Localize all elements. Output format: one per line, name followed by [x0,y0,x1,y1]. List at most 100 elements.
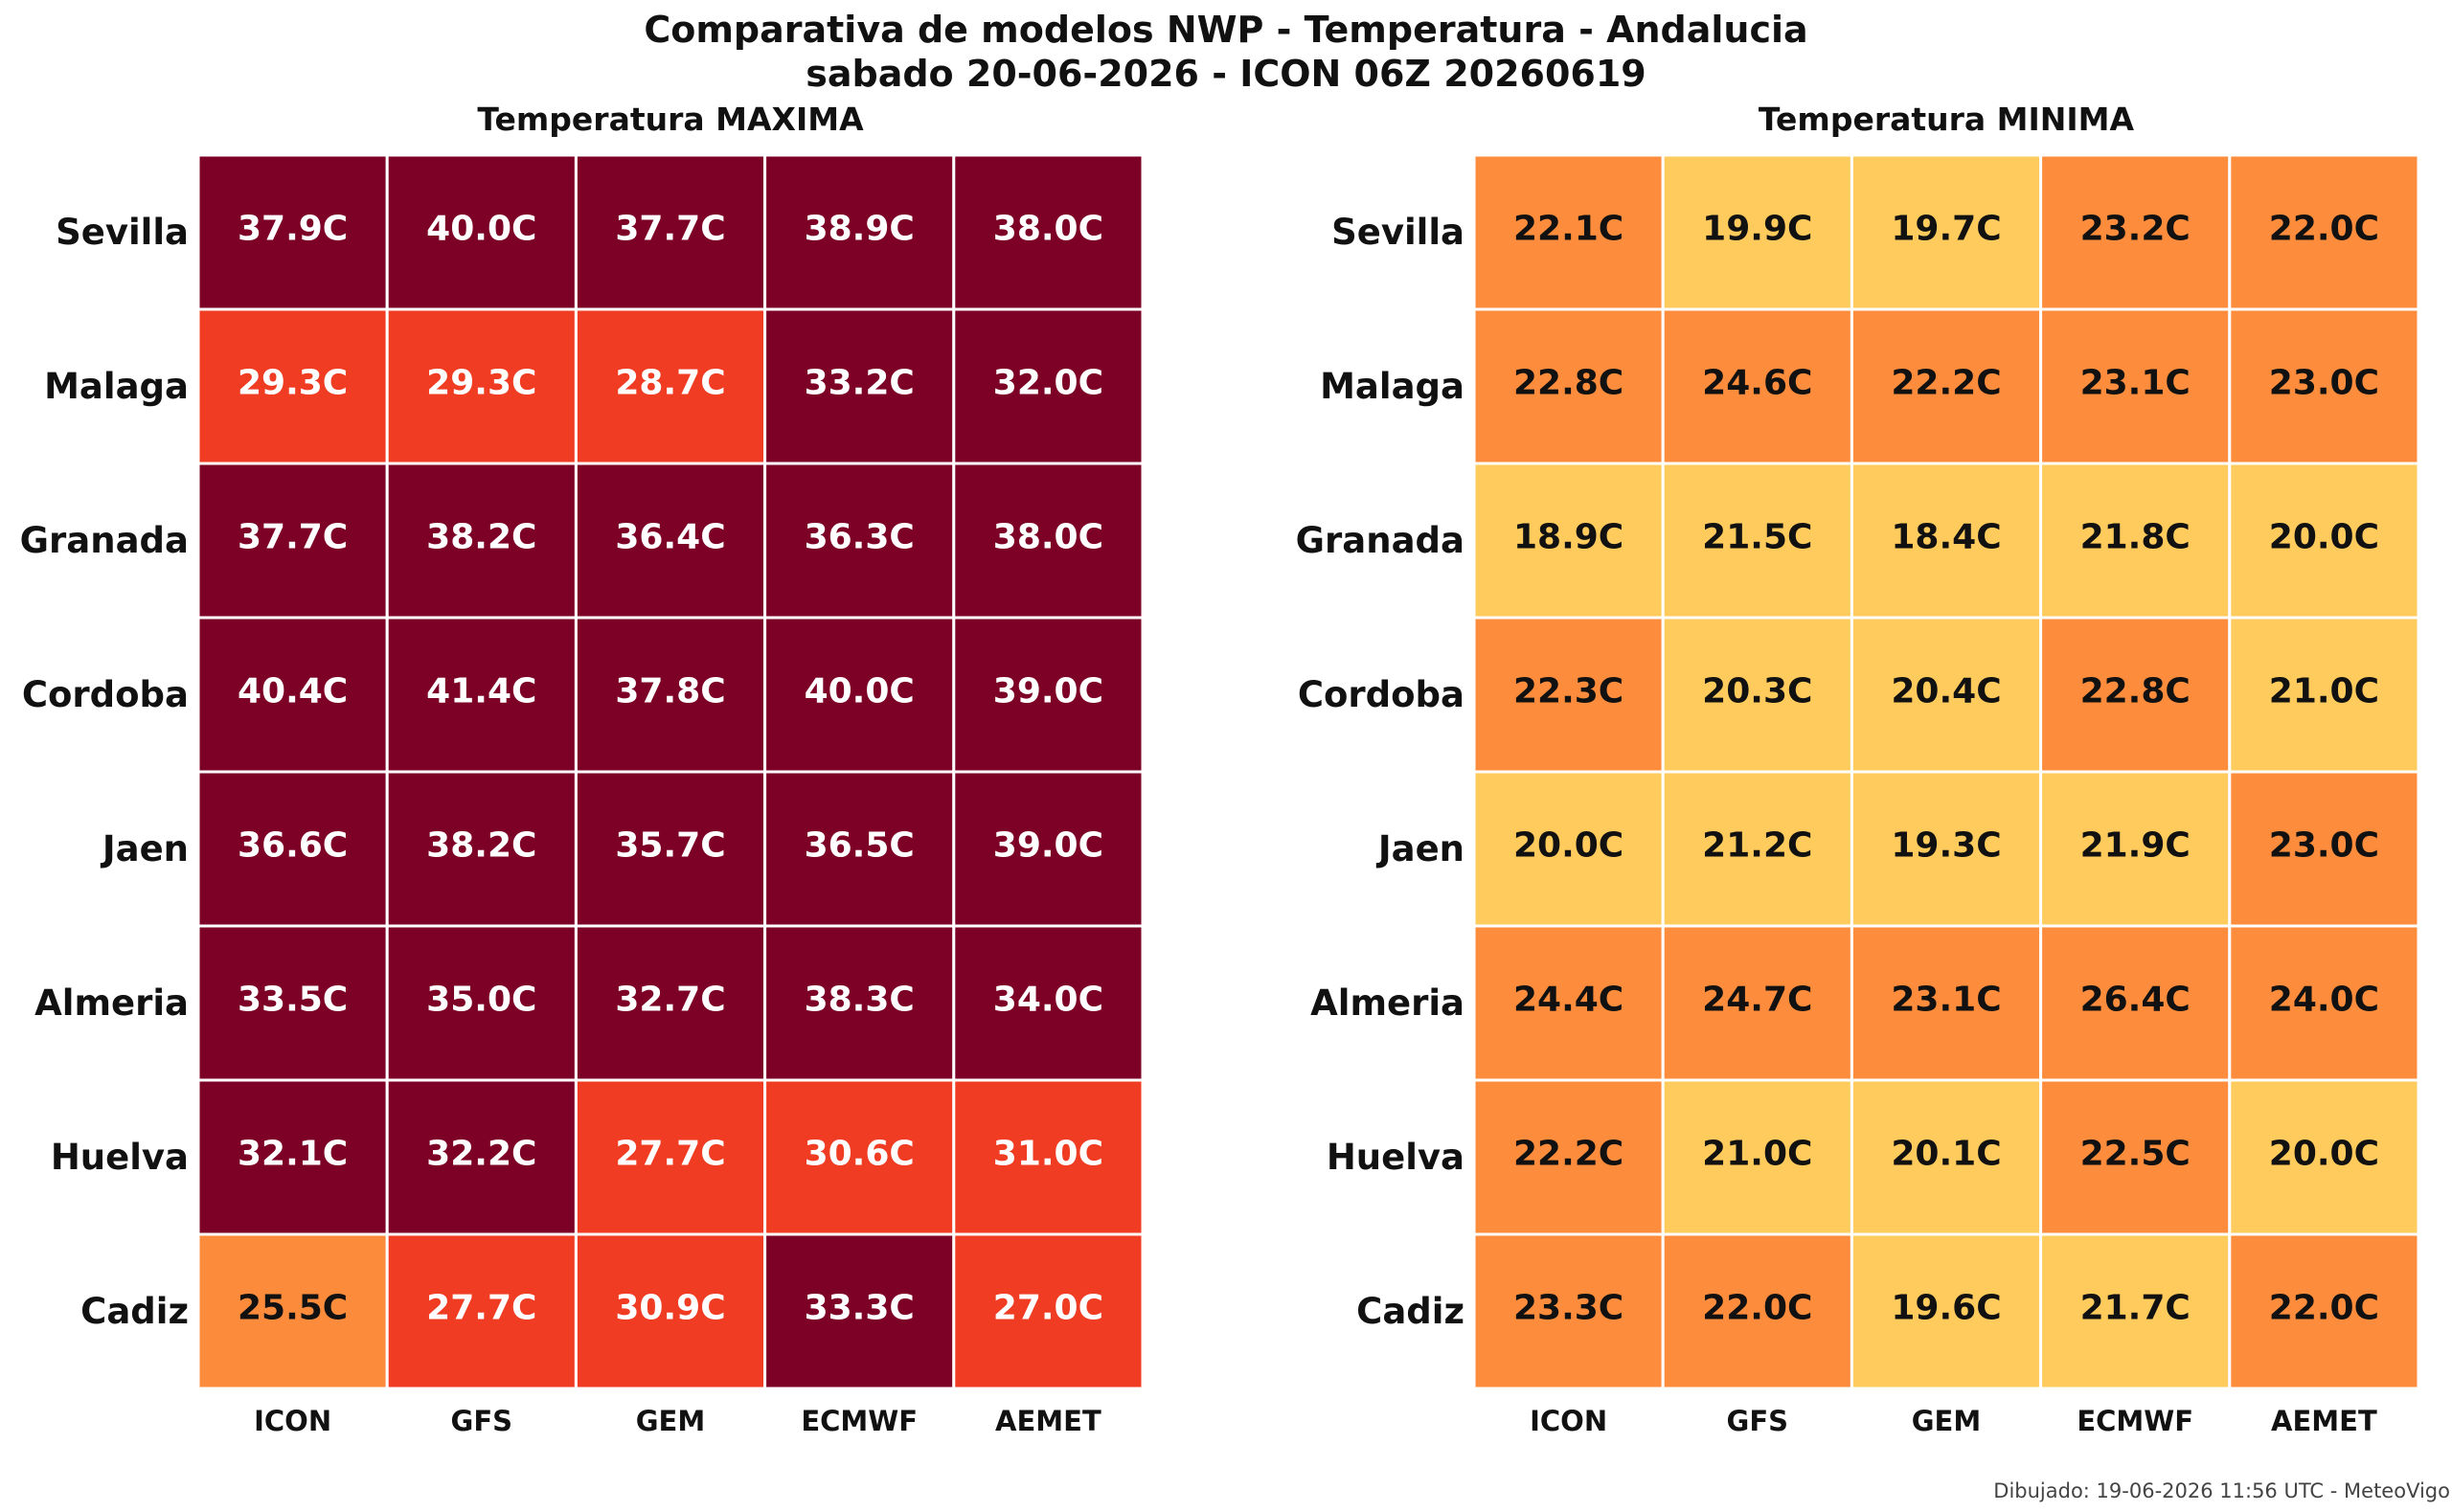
heatmap-cell [1850,462,2043,620]
heatmap-panel-max: Temperatura MAXIMA 37.9C 40.0C 37.7C 38.9C 38… [20,101,1145,1437]
y-tick-label: Cordoba [22,674,189,715]
cell-value-label: 32.2C [426,1135,536,1174]
cell-value-label: 26.4C [2080,981,2191,1020]
heatmap-cell [2039,1232,2232,1390]
figure-title-line-1: Comparativa de modelos NWP - Temperatura… [644,9,1808,51]
cell-value-label: 36.4C [615,518,725,557]
figure-title-line-2: sabado 20-06-2026 - ICON 06Z 20260619 [806,53,1646,95]
heatmap-cell [1850,153,2043,311]
y-tick-label: Malaga [1320,366,1464,407]
cell-value-label: 23.3C [1513,1289,1623,1328]
y-tick-label: Jaen [100,828,189,869]
cell-value-label: 23.0C [2269,826,2379,866]
cell-value-label: 21.7C [2080,1289,2191,1328]
x-tick-label: GFS [1727,1405,1789,1437]
y-tick-label: Sevilla [56,212,189,253]
heatmap-cell [574,924,767,1082]
y-tick-label: Granada [1296,520,1464,561]
cell-value-label: 38.0C [993,210,1103,249]
x-tick-label: GEM [1912,1405,1981,1437]
x-tick-label: AEMET [995,1405,1101,1437]
cell-value-label: 22.8C [1513,364,1623,403]
x-tick-label: ICON [1530,1405,1607,1437]
cell-value-label: 21.5C [1702,518,1812,557]
heatmap-cell [952,153,1145,311]
heatmap-cell [763,153,956,311]
cell-value-label: 40.0C [426,210,536,249]
cell-value-label: 24.7C [1702,981,1812,1020]
cell-value-label: 27.0C [993,1289,1103,1328]
heatmap-cell [763,462,956,620]
heatmap-cell [385,924,578,1082]
heatmap-cell [1472,1232,1665,1390]
cell-value-label: 36.3C [805,518,915,557]
cell-value-label: 32.7C [615,981,725,1020]
cell-value-label: 38.0C [993,518,1103,557]
heatmap-cell [2228,153,2420,311]
heatmap-cell [574,1232,767,1390]
y-tick-label: Sevilla [1331,212,1464,253]
heatmap-cell [1472,924,1665,1082]
x-tick-label: ICON [254,1405,331,1437]
cell-value-label: 25.5C [238,1289,348,1328]
cell-value-label: 38.3C [805,981,915,1020]
heatmap-cell [574,1078,767,1236]
y-tick-label: Huelva [51,1137,189,1178]
cell-value-label: 18.4C [1891,518,2001,557]
y-tick-label: Huelva [1327,1137,1464,1178]
heatmap-cell [196,770,389,928]
cell-value-label: 22.3C [1513,672,1623,711]
heatmap-cell [2039,1078,2232,1236]
cell-value-label: 36.6C [238,826,348,866]
cell-value-label: 23.1C [2080,364,2191,403]
cell-value-label: 18.9C [1513,518,1623,557]
cell-value-label: 38.2C [426,826,536,866]
heatmap-cell [385,307,578,465]
cell-value-label: 31.0C [993,1135,1103,1174]
heatmap-cell [1472,1078,1665,1236]
heatmap-cell [952,924,1145,1082]
x-tick-label: GFS [451,1405,513,1437]
y-tick-label: Almeria [34,982,189,1024]
heatmap-cell [952,1232,1145,1390]
cell-value-label: 19.3C [1891,826,2001,866]
cell-value-label: 35.7C [615,826,725,866]
heatmap-cell [952,462,1145,620]
heatmap-panel-min: Temperatura MINIMA 22.1C 19.9C 19.7C 23.2C 22… [1296,101,2420,1437]
x-tick-label: ECMWF [2077,1405,2193,1437]
cell-value-label: 37.7C [615,210,725,249]
heatmap-cell [196,307,389,465]
cell-value-label: 38.2C [426,518,536,557]
heatmap-cell [1661,770,1853,928]
cell-value-label: 29.3C [238,364,348,403]
heatmap-cell [574,462,767,620]
cell-value-label: 41.4C [426,672,536,711]
heatmap-cell [385,462,578,620]
heatmap-cell [196,924,389,1082]
heatmap-cell [196,462,389,620]
cell-value-label: 30.6C [805,1135,915,1174]
cell-value-label: 22.2C [1513,1135,1623,1174]
cell-value-label: 24.0C [2269,981,2379,1020]
cell-value-label: 22.8C [2080,672,2191,711]
heatmap-cell [2228,462,2420,620]
cell-value-label: 20.4C [1891,672,2001,711]
heatmap-cell [1661,307,1853,465]
cell-value-label: 23.0C [2269,364,2379,403]
heatmap-cell [952,616,1145,774]
cell-value-label: 20.0C [2269,518,2379,557]
cell-value-label: 34.0C [993,981,1103,1020]
cell-value-label: 19.9C [1702,210,1812,249]
cell-value-label: 39.0C [993,672,1103,711]
cell-value-label: 19.7C [1891,210,2001,249]
y-tick-label: Granada [20,520,189,561]
x-tick-label: ECMWF [801,1405,918,1437]
cell-value-label: 37.8C [615,672,725,711]
heatmap-cell [2228,924,2420,1082]
y-tick-label: Jaen [1375,828,1464,869]
heatmap-cell [952,770,1145,928]
cell-value-label: 30.9C [615,1289,725,1328]
heatmap-cell [574,770,767,928]
cell-value-label: 22.0C [1702,1289,1812,1328]
